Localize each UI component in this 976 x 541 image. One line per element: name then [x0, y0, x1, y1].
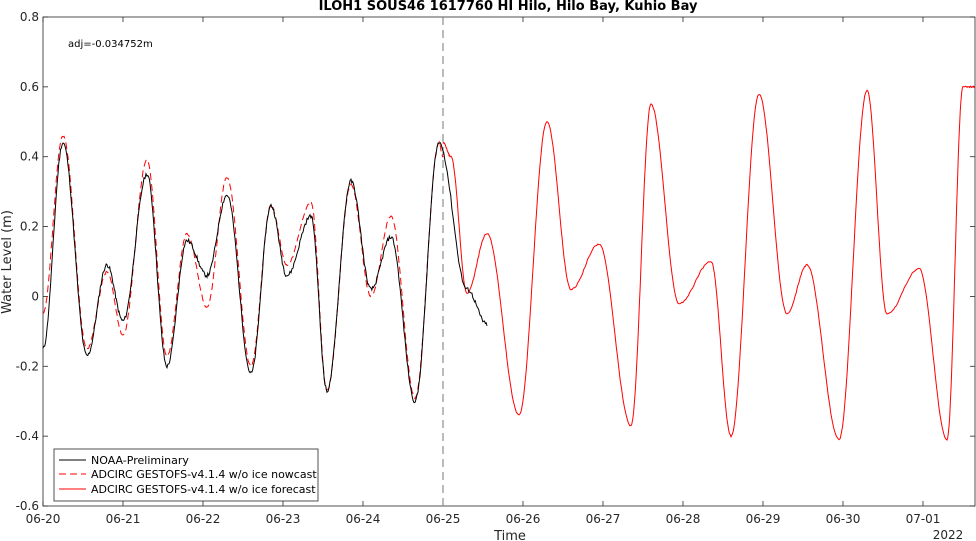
y-tick-label: -0.2 [16, 359, 39, 373]
x-tick-label: 06-22 [186, 512, 221, 526]
legend-label-nowcast: ADCIRC GESTOFS-v4.1.4 w/o ice nowcast [91, 468, 317, 481]
x-axis-label: Time [493, 529, 526, 541]
x-tick-label: 06-21 [106, 512, 141, 526]
x-tick-label: 07-01 [906, 512, 941, 526]
legend-box [53, 448, 319, 502]
x-tick-label: 06-30 [826, 512, 861, 526]
x-tick-label: 06-23 [266, 512, 301, 526]
series-line-1 [42, 135, 444, 400]
plot-area: -0.6 -0.4 -0.2 0 0.2 0.4 0.6 0.8 06-20 06-21 06-22… [16, 10, 976, 526]
x-tick-label: 06-26 [506, 512, 541, 526]
chart-title: ILOH1 SOUS46 1617760 HI Hilo, Hilo Bay, … [319, 0, 698, 14]
adj-annotation: adj=-0.034752m [68, 39, 153, 50]
y-tick-label: 0 [31, 289, 39, 303]
series-line-2 [442, 85, 976, 441]
y-tick-label: 0.2 [20, 220, 39, 234]
legend-label-forecast: ADCIRC GESTOFS-v4.1.4 w/o ice forecast [91, 483, 316, 496]
y-tick-label: 0.6 [20, 80, 39, 94]
x-tick-label: 06-20 [26, 512, 61, 526]
year-label: 2022 [933, 528, 964, 541]
x-tick-label: 06-27 [586, 512, 621, 526]
series-line-0 [42, 142, 488, 404]
axes-box [42, 16, 976, 507]
y-tick-label: -0.6 [16, 499, 39, 513]
x-tick-label: 06-24 [346, 512, 381, 526]
y-tick-label: -0.4 [16, 429, 39, 443]
y-tick-label: 0.8 [20, 10, 39, 24]
legend-label-observed: NOAA-Preliminary [91, 454, 189, 467]
x-tick-label: 06-29 [746, 512, 781, 526]
legend: NOAA-Preliminary ADCIRC GESTOFS-v4.1.4 w… [53, 448, 319, 502]
x-tick-label: 06-25 [426, 512, 461, 526]
x-tick-label: 06-28 [666, 512, 701, 526]
y-axis-label: Water Level (m) [0, 210, 15, 314]
y-tick-label: 0.4 [20, 150, 39, 164]
